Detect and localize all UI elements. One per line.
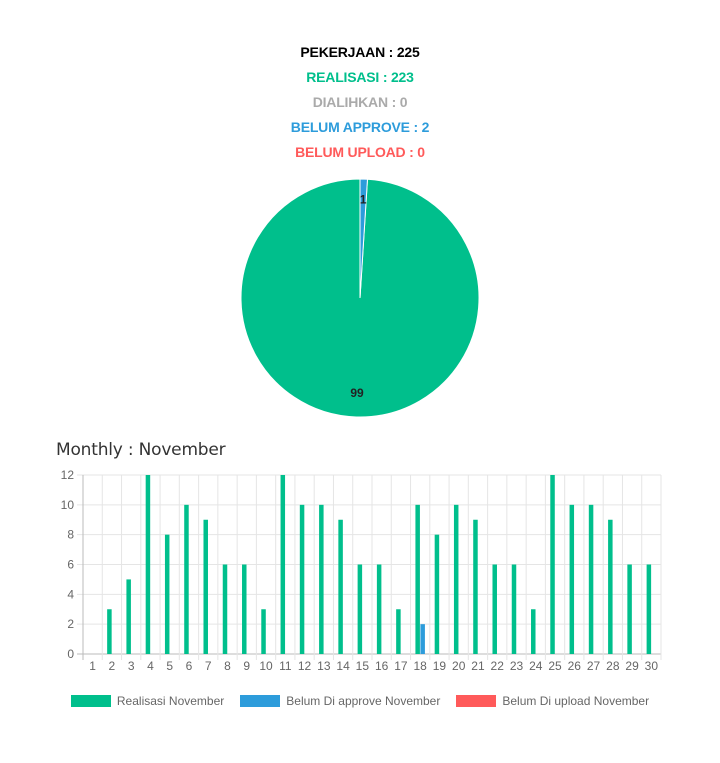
pie-slice-belum-approve[interactable] bbox=[359, 178, 369, 299]
y-tick-label: 4 bbox=[67, 587, 74, 601]
x-tick-label: 24 bbox=[529, 659, 543, 673]
bar-realisasi-november-11[interactable] bbox=[280, 475, 286, 654]
bar-realisasi-november-26[interactable] bbox=[569, 504, 575, 654]
pie-label-realisasi: 99 bbox=[350, 386, 364, 400]
bar-realisasi-november-28[interactable] bbox=[608, 519, 613, 654]
bar-realisasi-november-14[interactable] bbox=[338, 519, 343, 654]
bar-realisasi-november-27[interactable] bbox=[588, 504, 594, 654]
bar-realisasi-november-29[interactable] bbox=[627, 564, 632, 655]
x-tick-label: 2 bbox=[109, 659, 116, 673]
bar-realisasi-november-24[interactable] bbox=[531, 609, 536, 654]
legend-swatch-realisasi bbox=[70, 695, 111, 707]
x-tick-label: 30 bbox=[645, 659, 659, 673]
bar-realisasi-november-23[interactable] bbox=[511, 564, 517, 655]
legend-item-belum-approve[interactable]: Belum Di approve November bbox=[240, 694, 440, 708]
realisasi-total: REALISASI : 223 bbox=[306, 69, 414, 85]
x-tick-label: 27 bbox=[587, 659, 601, 673]
bar-realisasi-november-19[interactable] bbox=[434, 534, 440, 654]
x-tick-label: 7 bbox=[205, 659, 212, 673]
x-tick-label: 19 bbox=[433, 659, 447, 673]
x-tick-label: 25 bbox=[548, 659, 562, 673]
x-tick-label: 28 bbox=[606, 659, 620, 673]
legend-label-belum-upload: Belum Di upload November bbox=[502, 694, 650, 708]
bar-realisasi-november-25[interactable] bbox=[550, 475, 555, 654]
legend-swatch-belum-upload bbox=[456, 695, 497, 707]
x-tick-label: 22 bbox=[491, 659, 505, 673]
x-tick-label: 13 bbox=[317, 659, 331, 673]
y-tick-label: 0 bbox=[67, 647, 74, 661]
bar-realisasi-november-21[interactable] bbox=[473, 519, 478, 654]
bar-realisasi-november-13[interactable] bbox=[319, 504, 324, 654]
x-tick-label: 20 bbox=[452, 659, 466, 673]
chart-legend[interactable]: Realisasi November Belum Di approve Nove… bbox=[0, 694, 720, 708]
summary-block: PEKERJAAN : 225 REALISASI : 223 DIALIHKA… bbox=[0, 40, 720, 165]
pekerjaan-total: PEKERJAAN : 225 bbox=[300, 44, 420, 60]
x-tick-label: 14 bbox=[336, 659, 350, 673]
bar-realisasi-november-8[interactable] bbox=[222, 564, 228, 655]
y-tick-label: 10 bbox=[61, 498, 75, 512]
bar-realisasi-november-18[interactable] bbox=[415, 504, 420, 654]
legend-item-belum-upload[interactable]: Belum Di upload November bbox=[456, 694, 649, 708]
bar-realisasi-november-16[interactable] bbox=[376, 564, 382, 655]
legend-label-belum-approve: Belum Di approve November bbox=[286, 694, 441, 708]
y-tick-label: 8 bbox=[67, 528, 74, 542]
x-tick-label: 17 bbox=[394, 659, 408, 673]
belum-upload-total: BELUM UPLOAD : 0 bbox=[295, 144, 425, 160]
x-tick-label: 23 bbox=[510, 659, 524, 673]
x-tick-label: 12 bbox=[298, 659, 312, 673]
legend-item-realisasi[interactable]: Realisasi November bbox=[70, 694, 225, 708]
x-tick-label: 4 bbox=[147, 659, 154, 673]
legend-label-realisasi: Realisasi November bbox=[116, 694, 225, 708]
bar-realisasi-november-30[interactable] bbox=[646, 564, 652, 655]
x-tick-label: 1 bbox=[89, 659, 96, 673]
bar-realisasi-november-17[interactable] bbox=[396, 609, 401, 654]
bar-belum-di-approve-november-18[interactable] bbox=[420, 624, 425, 654]
y-tick-label: 2 bbox=[67, 617, 74, 631]
x-tick-label: 18 bbox=[413, 659, 427, 673]
monthly-title: Monthly : November bbox=[56, 440, 226, 460]
y-tick-label: 12 bbox=[61, 468, 75, 482]
bar-realisasi-november-4[interactable] bbox=[145, 475, 151, 654]
bar-realisasi-november-9[interactable] bbox=[242, 564, 247, 655]
bar-realisasi-november-10[interactable] bbox=[261, 609, 266, 654]
x-tick-label: 26 bbox=[568, 659, 582, 673]
x-tick-label: 29 bbox=[625, 659, 639, 673]
bar-realisasi-november-22[interactable] bbox=[492, 564, 497, 655]
dialihkan-total: DIALIHKAN : 0 bbox=[312, 94, 408, 110]
bar-realisasi-november-7[interactable] bbox=[203, 519, 208, 654]
x-tick-label: 3 bbox=[128, 659, 135, 673]
bar-realisasi-november-2[interactable] bbox=[107, 609, 112, 654]
bar-realisasi-november-5[interactable] bbox=[164, 534, 170, 654]
x-tick-label: 11 bbox=[279, 659, 292, 673]
legend-swatch-belum-approve bbox=[240, 695, 281, 707]
pie-label-belum-approve: 1 bbox=[360, 192, 367, 206]
bar-realisasi-november-6[interactable] bbox=[184, 504, 189, 654]
x-tick-label: 5 bbox=[166, 659, 173, 673]
x-tick-label: 10 bbox=[259, 659, 273, 673]
pie-chart[interactable]: 99 1 bbox=[230, 170, 490, 430]
x-tick-label: 16 bbox=[375, 659, 389, 673]
bar-realisasi-november-3[interactable] bbox=[126, 579, 131, 654]
bar-realisasi-november-15[interactable] bbox=[357, 564, 363, 655]
x-tick-label: 9 bbox=[243, 659, 250, 673]
belum-approve-total: BELUM APPROVE : 2 bbox=[290, 119, 430, 135]
x-tick-label: 15 bbox=[356, 659, 370, 673]
x-tick-label: 8 bbox=[224, 659, 231, 673]
x-tick-label: 6 bbox=[186, 659, 193, 673]
bar-realisasi-november-20[interactable] bbox=[453, 504, 459, 654]
bar-realisasi-november-12[interactable] bbox=[299, 504, 305, 654]
y-tick-label: 6 bbox=[67, 558, 74, 572]
x-tick-label: 21 bbox=[471, 659, 485, 673]
